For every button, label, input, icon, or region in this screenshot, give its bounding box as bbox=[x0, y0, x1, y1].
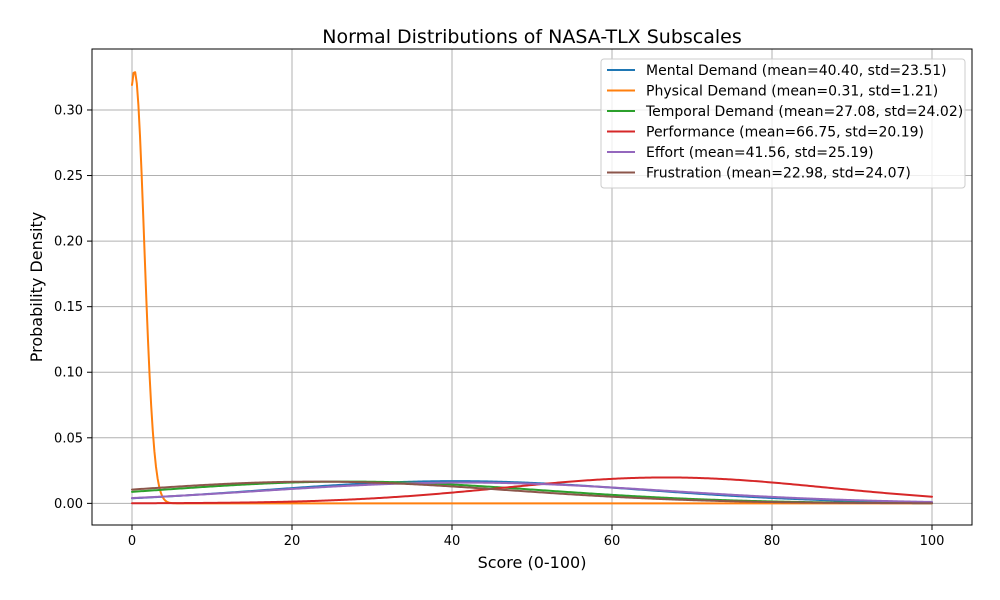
y-tick-label: 0.10 bbox=[54, 366, 83, 381]
legend-items: Mental Demand (mean=40.40, std=23.51) Phy… bbox=[607, 63, 963, 182]
y-tick-label: 0.30 bbox=[54, 103, 83, 118]
series-line-4 bbox=[131, 476, 933, 505]
axis-ticks: 0 20 40 60 80 100 0.00 0.05 0.10 0.15 0.20 0.25 0.30 bbox=[54, 103, 944, 549]
series-line-6 bbox=[131, 480, 933, 505]
legend-label: Temporal Demand (mean=27.08, std=24.02) bbox=[645, 104, 963, 120]
x-tick-label: 100 bbox=[920, 534, 945, 549]
legend: Mental Demand (mean=40.40, std=23.51) Phy… bbox=[600, 58, 966, 189]
x-axis-title: Score (0-100) bbox=[478, 553, 587, 572]
plot-frame bbox=[91, 48, 973, 526]
x-tick-label: 20 bbox=[284, 534, 301, 549]
x-tick-label: 60 bbox=[604, 534, 621, 549]
legend-label: Effort (mean=41.56, std=25.19) bbox=[646, 145, 874, 161]
y-tick-label: 0.05 bbox=[54, 431, 83, 446]
x-tick-label: 40 bbox=[444, 534, 461, 549]
x-tick-label: 80 bbox=[764, 534, 781, 549]
y-tick-label: 0.25 bbox=[54, 169, 83, 184]
legend-label: Performance (mean=66.75, std=20.19) bbox=[646, 125, 924, 141]
plot-series bbox=[131, 71, 933, 505]
chart-title: Normal Distributions of NASA-TLX Subscal… bbox=[322, 26, 742, 48]
y-tick-label: 0.20 bbox=[54, 235, 83, 250]
y-axis-title: Probability Density bbox=[27, 212, 46, 363]
y-tick-label: 0.00 bbox=[54, 497, 83, 512]
legend-label: Frustration (mean=22.98, std=24.07) bbox=[646, 166, 911, 182]
legend-box bbox=[600, 58, 966, 189]
legend-label: Physical Demand (mean=0.31, std=1.21) bbox=[646, 84, 938, 100]
x-tick-label: 0 bbox=[128, 534, 136, 549]
legend-label: Mental Demand (mean=40.40, std=23.51) bbox=[646, 63, 947, 79]
series-line-5 bbox=[131, 481, 933, 503]
y-tick-label: 0.15 bbox=[54, 300, 83, 315]
